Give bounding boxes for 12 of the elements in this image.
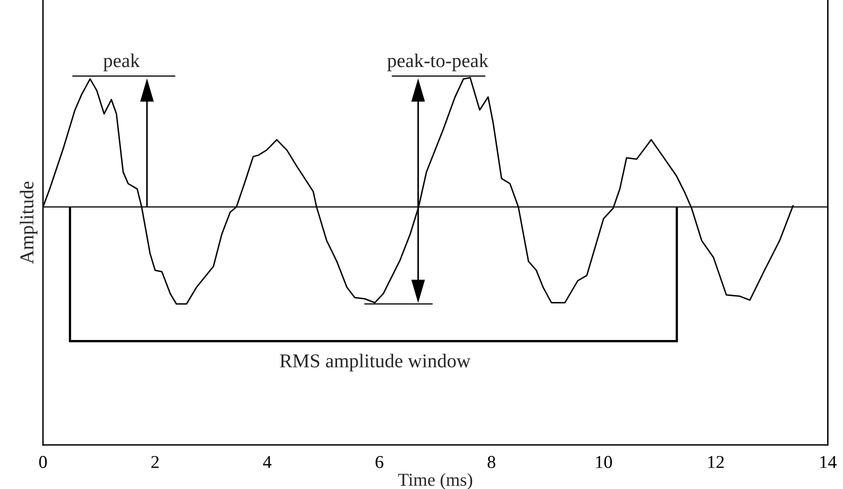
text: RMS amplitude window bbox=[280, 354, 470, 372]
x-tick-label: 8 bbox=[488, 456, 496, 468]
x-tick-label: 0 bbox=[39, 456, 47, 468]
x-tick-label: 6 bbox=[376, 456, 384, 468]
x-tick-label: 12 bbox=[708, 456, 724, 468]
y-axis-title: Amplitude bbox=[20, 182, 38, 264]
text: peak-to-peak bbox=[387, 54, 489, 72]
x-tick-label: 4 bbox=[263, 456, 272, 468]
x-tick-label: 10 bbox=[596, 456, 612, 468]
text: peak bbox=[103, 54, 140, 72]
x-tick-label: 14 bbox=[820, 456, 837, 468]
x-tick-label: 2 bbox=[151, 456, 159, 468]
